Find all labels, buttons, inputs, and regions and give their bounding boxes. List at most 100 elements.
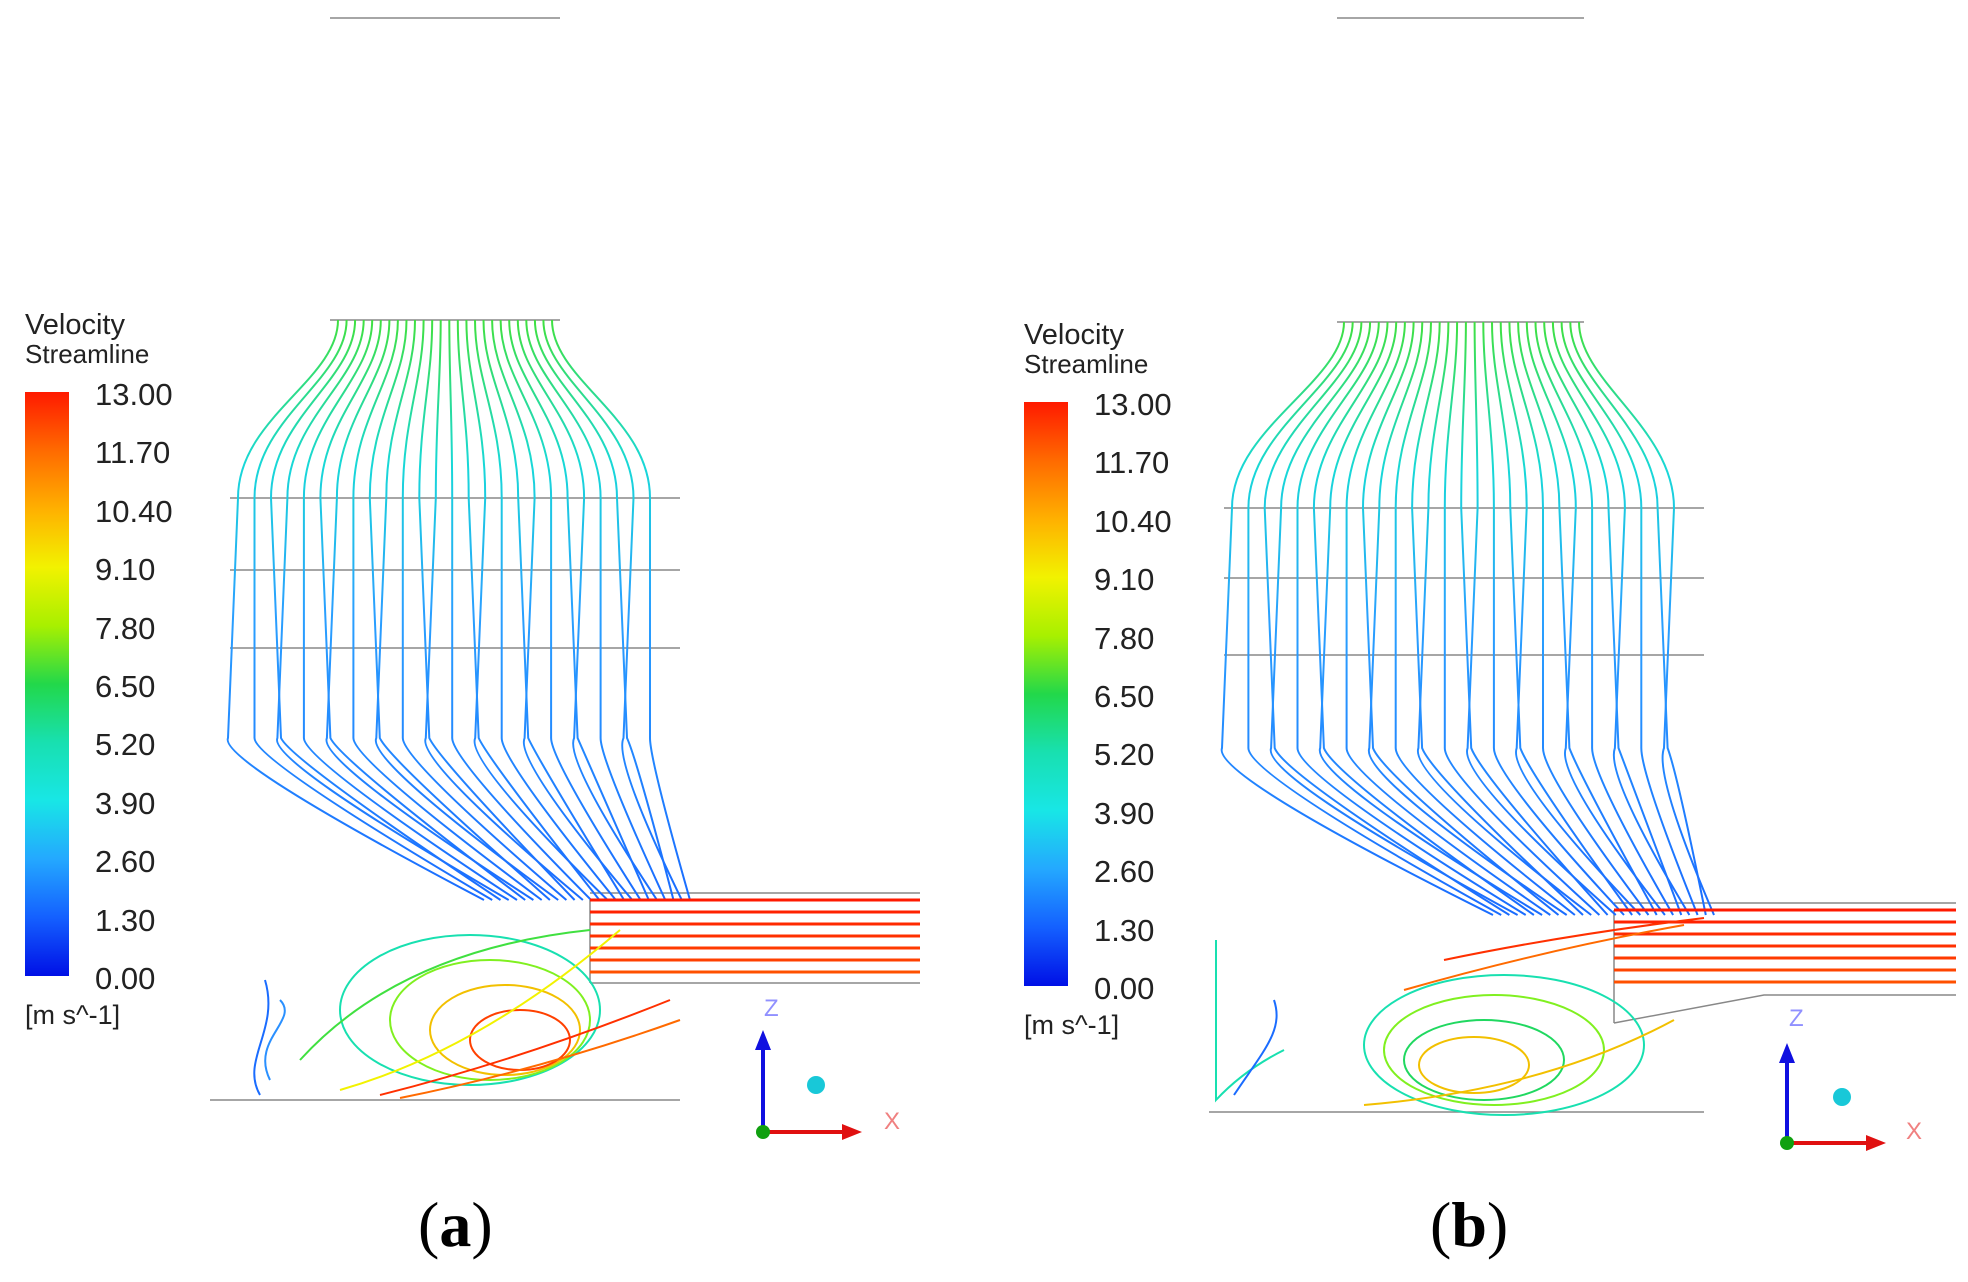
- colorbar-tick: 2.60: [95, 844, 156, 880]
- colorbar-tick: 6.50: [1094, 679, 1155, 714]
- streamline: [302, 319, 518, 901]
- caption-a: (a): [418, 1189, 493, 1260]
- streamlines-outlet-a: [590, 898, 920, 974]
- panel-a: Velocity Streamline 13.00 11.70 10.40 9.10 7…: [25, 17, 920, 1260]
- streamline: [1466, 321, 1617, 916]
- streamline: [1560, 321, 1699, 916]
- legend-title-a: Velocity: [25, 309, 125, 341]
- streamline: [1361, 321, 1560, 916]
- streamline: [1578, 321, 1715, 916]
- axis-x-label-b: X: [1906, 1118, 1923, 1145]
- streamline: [1416, 321, 1592, 916]
- colorbar-tick: 11.70: [1094, 445, 1170, 481]
- vortex-a: [253, 929, 681, 1099]
- colorbar-tick: 1.30: [95, 902, 156, 938]
- streamline: [1318, 321, 1543, 916]
- streamline-plot-b: [1209, 17, 1956, 1151]
- streamline: [226, 319, 485, 901]
- streamline: [1534, 321, 1674, 916]
- streamline: [1543, 321, 1683, 916]
- streamline: [516, 319, 658, 901]
- streamline: [325, 319, 534, 901]
- streamline: [1247, 321, 1502, 916]
- streamline: [474, 319, 617, 901]
- streamline: [1367, 321, 1568, 916]
- colorbar-a: [25, 392, 69, 976]
- streamline: [1508, 321, 1650, 916]
- vortex-b: [1215, 917, 1705, 1116]
- streamline: [1482, 321, 1625, 916]
- colorbar-tick: 5.20: [95, 727, 156, 763]
- streamline: [1551, 321, 1691, 916]
- streamline: [533, 319, 675, 901]
- colorbar-tick: 3.90: [1094, 795, 1155, 831]
- streamline: [1525, 321, 1666, 916]
- colorbar-tick: 9.10: [1094, 562, 1155, 598]
- duct-outline-a: [210, 17, 920, 1101]
- streamline: [1499, 321, 1642, 916]
- streamline: [1460, 321, 1609, 916]
- colorbar-tick: 9.10: [95, 552, 156, 588]
- panel-b: Velocity Streamline 13.00 11.70 10.40 9.10 7…: [984, 0, 1968, 1282]
- colorbar-tick: 1.30: [1094, 912, 1155, 948]
- streamline: [1312, 321, 1535, 916]
- streamline-plot-a: [210, 17, 920, 1140]
- colorbar-tick: 5.20: [1094, 737, 1155, 773]
- streamline: [368, 319, 551, 901]
- streamline: [456, 319, 601, 901]
- axis-triad-a: [755, 1030, 862, 1140]
- streamline: [1491, 321, 1633, 916]
- streamline: [1263, 321, 1510, 916]
- legend-subtitle-b: Streamline: [1024, 349, 1149, 379]
- axis-x-label-a: X: [884, 1108, 901, 1135]
- caption-a-letter: a: [439, 1189, 472, 1260]
- streamline: [465, 319, 609, 901]
- colorbar-tick: 6.50: [95, 669, 156, 704]
- colorbar-tick: 10.40: [95, 493, 173, 529]
- streamline: [491, 319, 634, 901]
- streamline: [508, 319, 650, 901]
- colorbar-tick: 11.70: [95, 435, 171, 471]
- unit-label-a: [m s^-1]: [25, 1000, 121, 1030]
- streamline: [448, 319, 592, 901]
- streamline: [1517, 321, 1658, 916]
- streamline: [1296, 321, 1527, 916]
- colorbar-tick: 3.90: [95, 785, 156, 821]
- streamlines-body-a: [226, 319, 691, 901]
- axis-z-label-b: Z: [1789, 1005, 1804, 1032]
- streamline: [1569, 321, 1707, 916]
- colorbar-tick: 13.00: [95, 377, 173, 412]
- streamline: [1345, 321, 1551, 916]
- colorbar-tick: 2.60: [1094, 854, 1155, 890]
- colorbar-tick: 10.40: [1094, 503, 1172, 539]
- streamlines-body-b: [1220, 321, 1715, 916]
- streamline: [1394, 321, 1576, 916]
- streamlines-inlet-a: [337, 18, 553, 320]
- streamline: [1443, 321, 1601, 916]
- streamline: [1411, 321, 1584, 916]
- streamlines-outlet-b: [1614, 908, 1956, 984]
- colorbar-tick: 7.80: [1094, 620, 1155, 656]
- streamline: [253, 319, 493, 901]
- streamline: [424, 319, 584, 901]
- axis-triad-b: [1779, 1043, 1886, 1151]
- colorbar-tick: 13.00: [1094, 387, 1172, 422]
- streamlines-inlet-b: [1343, 18, 1580, 322]
- streamline: [525, 319, 667, 901]
- streamline: [352, 319, 543, 901]
- legend-subtitle-a: Streamline: [25, 339, 150, 369]
- streamline: [319, 319, 526, 901]
- colorbar-b: [1024, 402, 1068, 986]
- caption-b-letter: b: [1451, 1189, 1487, 1260]
- streamline: [499, 319, 642, 901]
- axis-z-label-a: Z: [764, 995, 779, 1022]
- streamline: [276, 319, 510, 901]
- streamline: [374, 319, 559, 901]
- unit-label-b: [m s^-1]: [1024, 1010, 1120, 1040]
- colorbar-tick: 0.00: [1094, 971, 1155, 1006]
- streamline: [418, 319, 576, 901]
- streamline: [401, 319, 568, 901]
- colorbar-tick: 7.80: [95, 610, 156, 646]
- streamline: [269, 319, 502, 901]
- caption-b: (b): [1430, 1189, 1509, 1260]
